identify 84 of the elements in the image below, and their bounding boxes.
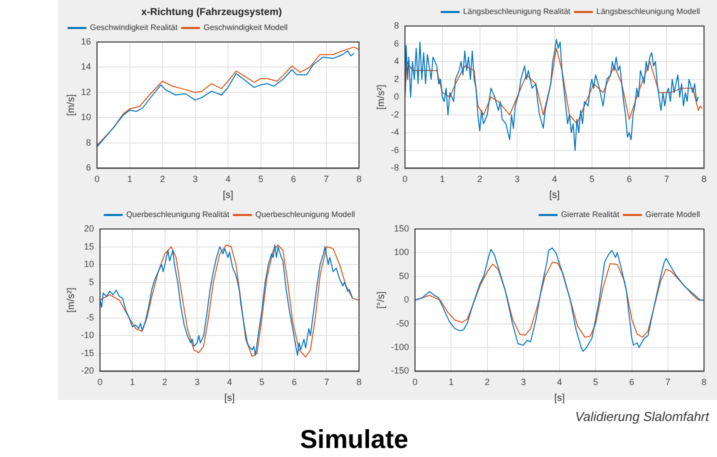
x-axis-title: [s] bbox=[554, 392, 566, 404]
x-axis-title: [s] bbox=[224, 392, 235, 404]
x-tick-label: 2 bbox=[477, 174, 482, 184]
x-axis-title: [s] bbox=[222, 190, 234, 201]
x-tick-label: 7 bbox=[324, 377, 330, 388]
x-tick-label: 5 bbox=[258, 174, 264, 184]
x-tick-label: 7 bbox=[664, 174, 670, 184]
y-tick-label: -20 bbox=[80, 366, 94, 376]
x-tick-label: 3 bbox=[192, 174, 198, 184]
x-tick-label: 1 bbox=[130, 377, 135, 388]
y-tick-label: -5 bbox=[86, 312, 94, 322]
x-tick-label: 8 bbox=[701, 377, 707, 388]
text: Simulate bbox=[300, 424, 408, 455]
x-tick-label: 1 bbox=[127, 174, 132, 184]
x-tick-label: 6 bbox=[626, 174, 632, 184]
y-tick-label: 2 bbox=[394, 74, 399, 84]
x-tick-label: 8 bbox=[356, 377, 362, 388]
x-tick-label: 7 bbox=[324, 174, 329, 184]
x-tick-label: 1 bbox=[440, 174, 445, 184]
x-tick-label: 4 bbox=[557, 377, 562, 388]
x-tick-label: 4 bbox=[226, 377, 232, 388]
legend-label: Querbeschleunigung Realität bbox=[126, 210, 230, 220]
y-tick-label: -150 bbox=[391, 366, 410, 376]
x-tick-label: 8 bbox=[701, 174, 707, 184]
x-tick-label: 6 bbox=[292, 377, 297, 388]
x-tick-label: 5 bbox=[259, 377, 264, 388]
x-tick-label: 5 bbox=[589, 174, 594, 184]
y-tick-label: 15 bbox=[84, 241, 94, 252]
legend-label: Gierrate Realität bbox=[561, 210, 620, 220]
legend-label: Geschwindigkeit Realität bbox=[90, 23, 178, 32]
x-tick-label: 1 bbox=[448, 377, 454, 388]
text: Validierung Slalomfahrt bbox=[575, 409, 709, 424]
x-tick-label: 2 bbox=[484, 377, 490, 388]
legend-label: Geschwindigkeit Modell bbox=[204, 23, 288, 32]
y-tick-label: 8 bbox=[394, 20, 399, 30]
y-tick-label: -4 bbox=[390, 127, 399, 138]
y-tick-label: 0 bbox=[404, 294, 410, 305]
y-tick-label: 5 bbox=[88, 276, 94, 287]
y-tick-label: 14 bbox=[80, 62, 92, 72]
x-tick-label: 0 bbox=[412, 377, 418, 388]
x-tick-label: 8 bbox=[356, 174, 362, 184]
chart-title: x-Richtung (Fahrzeugsystem) bbox=[141, 6, 282, 18]
y-tick-label: 20 bbox=[84, 223, 94, 234]
x-tick-label: 2 bbox=[162, 377, 168, 388]
y-tick-label: 50 bbox=[399, 270, 410, 281]
y-axis-title: [m/s] bbox=[66, 94, 77, 116]
x-tick-label: 0 bbox=[98, 377, 103, 388]
legend-label: Längsbeschleunigung Modell bbox=[596, 7, 700, 16]
x-tick-label: 2 bbox=[160, 174, 166, 184]
x-tick-label: 4 bbox=[552, 174, 558, 184]
y-tick-label: 12 bbox=[80, 86, 92, 97]
x-tick-label: 5 bbox=[593, 377, 598, 388]
y-tick-label: 8 bbox=[86, 137, 92, 148]
legend-label: Längsbeschleunigung Realität bbox=[463, 7, 572, 16]
y-tick-label: -6 bbox=[390, 144, 399, 155]
y-tick-label: 6 bbox=[394, 38, 399, 48]
y-tick-label: -2 bbox=[390, 109, 399, 120]
x-tick-label: 3 bbox=[520, 377, 526, 388]
x-tick-label: 3 bbox=[194, 377, 200, 388]
x-tick-label: 3 bbox=[514, 174, 520, 184]
y-tick-label: -50 bbox=[396, 318, 410, 328]
y-tick-label: 16 bbox=[80, 36, 92, 46]
y-axis-title: [m/s²] bbox=[376, 84, 387, 110]
legend-label: Gierrate Modell bbox=[645, 210, 700, 220]
legend-label: Querbeschleunigung Modell bbox=[255, 210, 356, 220]
y-tick-label: -10 bbox=[80, 330, 94, 340]
y-tick-label: 100 bbox=[394, 247, 410, 258]
x-tick-label: 4 bbox=[226, 174, 231, 184]
y-tick-label: -8 bbox=[390, 162, 399, 173]
x-tick-label: 7 bbox=[665, 377, 670, 388]
y-tick-label: -15 bbox=[80, 348, 94, 358]
x-tick-label: 6 bbox=[629, 377, 634, 388]
y-tick-label: -100 bbox=[391, 342, 410, 352]
y-tick-label: 10 bbox=[80, 112, 92, 122]
x-tick-label: 6 bbox=[290, 174, 296, 184]
x-axis-title: [s] bbox=[549, 190, 560, 201]
y-axis-title: [m/s²] bbox=[66, 287, 77, 313]
y-tick-label: 0 bbox=[394, 92, 399, 102]
y-tick-label: 6 bbox=[86, 162, 92, 173]
y-axis-title: [°/s] bbox=[376, 291, 387, 309]
y-tick-label: 10 bbox=[84, 259, 94, 270]
y-tick-label: 150 bbox=[394, 223, 410, 234]
y-tick-label: 4 bbox=[394, 56, 399, 66]
y-tick-label: 0 bbox=[88, 294, 94, 305]
